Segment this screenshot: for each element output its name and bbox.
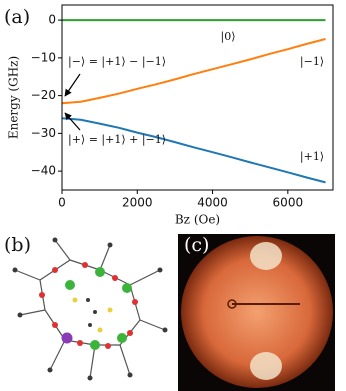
x-tick-label: 6000: [273, 196, 304, 210]
y-tick-label: −20: [31, 88, 56, 102]
x-tick-label: 4000: [197, 196, 228, 210]
chart-a: 0 −10 −20 −30 −40 0 2000 4000 6000 Energy (GHz) Bz…: [4, 4, 334, 227]
annotation: (a): [4, 6, 30, 28]
x-axis-label: Bz (Oe): [175, 213, 220, 227]
panel-label: (b): [4, 234, 31, 256]
y-tick-label: −30: [31, 126, 56, 140]
line-series: [61, 38, 326, 105]
y-tick-label: −40: [31, 164, 56, 178]
arrow: [64, 73, 81, 97]
annotation: |+⟩ = |+1⟩ + |−1⟩: [68, 133, 166, 147]
annotation: |+1⟩: [300, 150, 324, 164]
annotation: |0⟩: [221, 30, 236, 44]
annotation: |−1⟩: [300, 55, 324, 69]
annotation: |−⟩ = |+1⟩ − |−1⟩: [68, 55, 166, 69]
panel-label: (c): [184, 234, 209, 256]
photo: [178, 234, 335, 391]
y-tick-label: −10: [31, 50, 56, 64]
molecule-image: [12, 237, 168, 381]
arrow: [64, 112, 81, 131]
x-tick-label: 0: [58, 196, 66, 210]
x-tick-label: 2000: [122, 196, 153, 210]
plot-frame: [61, 4, 334, 191]
line-series: [61, 117, 326, 184]
y-axis-label: Energy (GHz): [7, 56, 21, 139]
y-tick-label: 0: [48, 13, 56, 27]
